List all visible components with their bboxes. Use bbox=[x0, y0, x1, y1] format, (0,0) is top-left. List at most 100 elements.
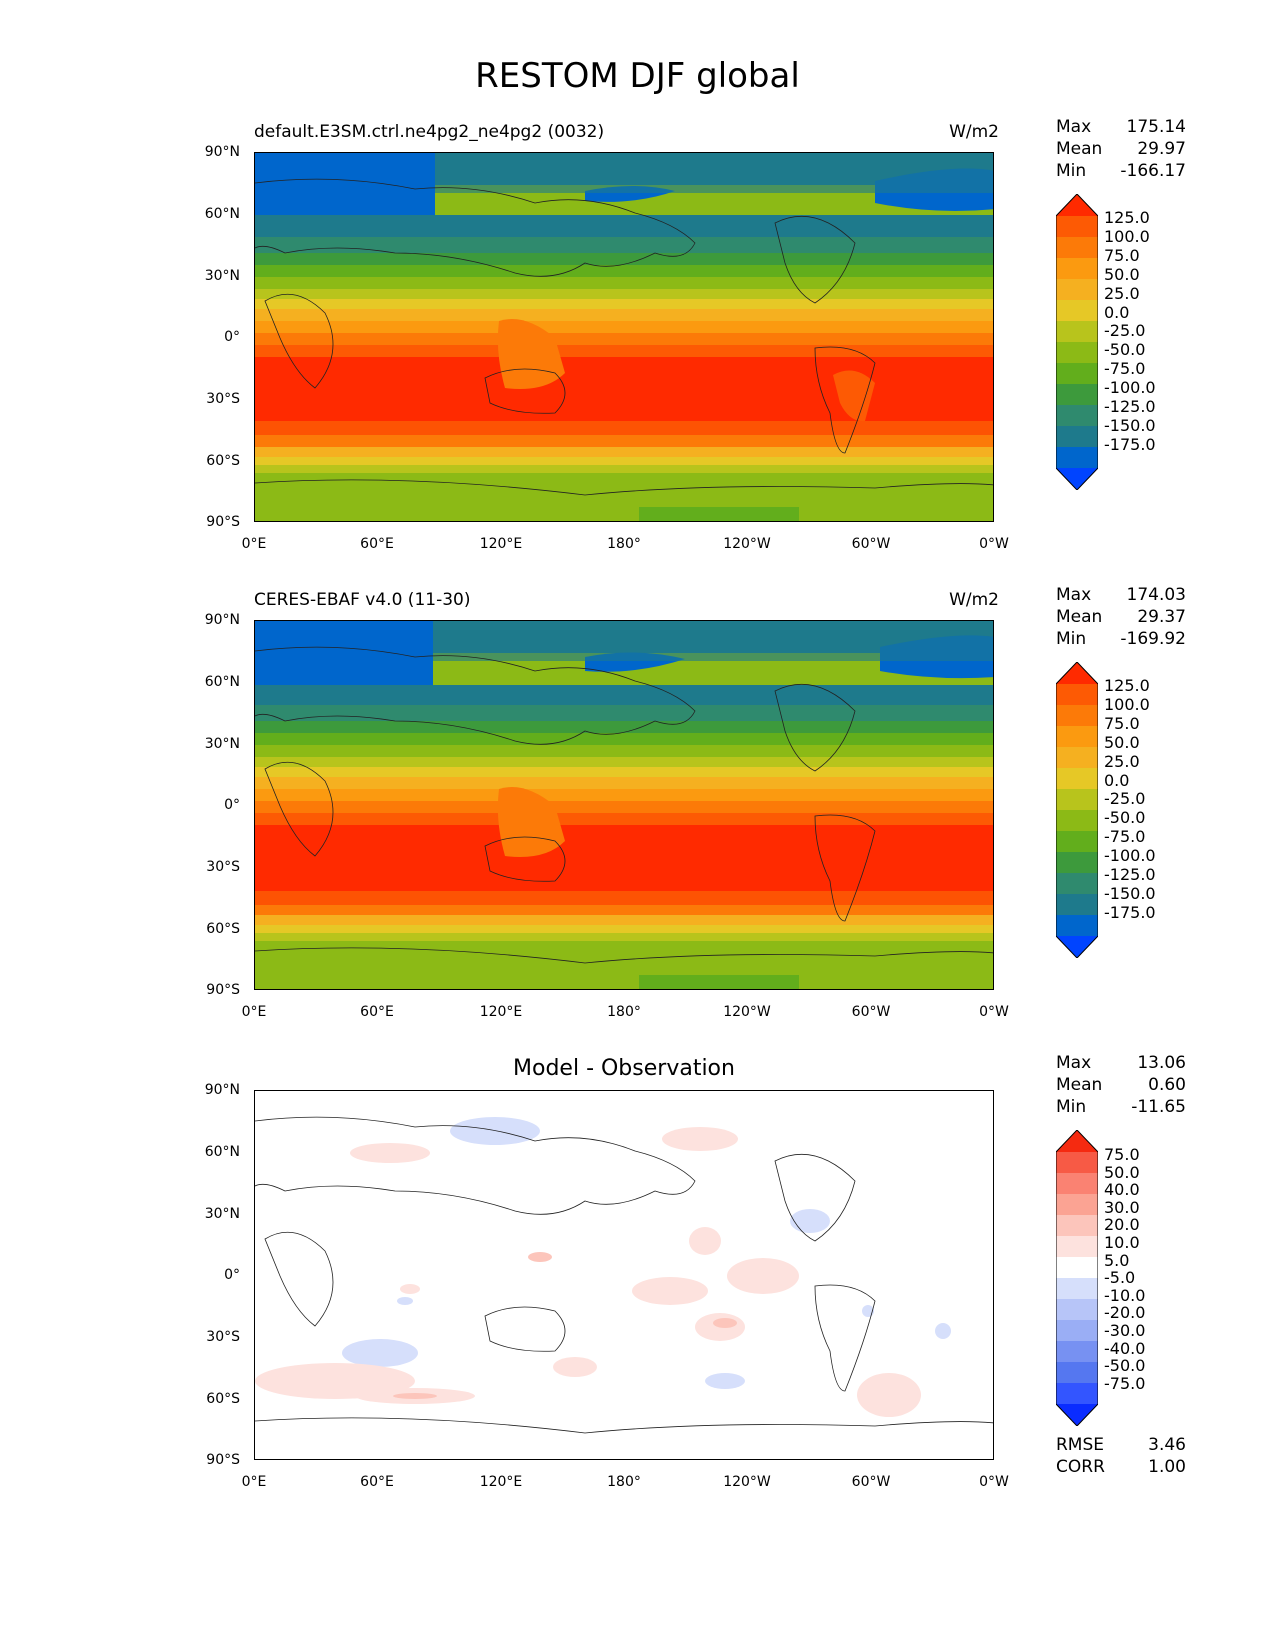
stat-mean: 0.60 bbox=[1148, 1075, 1186, 1095]
colorbar-segment bbox=[1056, 216, 1098, 238]
stat-max: 174.03 bbox=[1126, 585, 1186, 605]
colorbar-segment bbox=[1056, 321, 1098, 343]
colorbar-tick-label: -175.0 bbox=[1104, 434, 1156, 454]
colorbar-tick-label: -175.0 bbox=[1104, 902, 1156, 922]
panel-1-colorbar bbox=[1055, 193, 1099, 494]
stat-min-label: Min bbox=[1056, 161, 1087, 181]
colorbar-extend-min bbox=[1056, 936, 1098, 958]
colorbar-tick-label: 125.0 bbox=[1104, 676, 1150, 695]
colorbar-tick-label: -150.0 bbox=[1104, 883, 1156, 903]
colorbar-segment bbox=[1056, 405, 1098, 427]
colorbar-tick-label: -75.0 bbox=[1104, 1373, 1146, 1393]
colorbar-segment bbox=[1056, 873, 1098, 895]
lat-tick: 60°N bbox=[204, 674, 240, 690]
colorbar-tick-label: -40.0 bbox=[1104, 1338, 1146, 1358]
colorbar-extend-min bbox=[1056, 468, 1098, 490]
colorbar-tick-label: 75.0 bbox=[1104, 1145, 1140, 1164]
colorbar-segment bbox=[1056, 258, 1098, 280]
colorbar-tick-label: -50.0 bbox=[1104, 1356, 1146, 1376]
panel-2-field bbox=[255, 621, 993, 989]
panel-1-stats: Max 175.14 Mean 29.97 Min -166.17 bbox=[1056, 116, 1186, 182]
colorbar-segment bbox=[1056, 852, 1098, 874]
stat-mean-label: Mean bbox=[1056, 139, 1103, 159]
colorbar-tick-label: -5.0 bbox=[1104, 1268, 1136, 1288]
panel-3-field bbox=[255, 1091, 993, 1459]
lat-tick: 60°S bbox=[206, 921, 240, 937]
lat-tick: 90°N bbox=[204, 1082, 240, 1098]
colorbar-tick-label: 20.0 bbox=[1104, 1215, 1140, 1235]
lat-tick: 30°N bbox=[204, 736, 240, 752]
colorbar-segment bbox=[1056, 1173, 1098, 1195]
colorbar-segment bbox=[1056, 1299, 1098, 1321]
colorbar-segment bbox=[1056, 684, 1098, 706]
colorbar-segment bbox=[1056, 426, 1098, 448]
lon-tick: 120°W bbox=[723, 1004, 771, 1020]
corr-label: CORR bbox=[1056, 1457, 1105, 1477]
stat-max: 13.06 bbox=[1137, 1053, 1186, 1073]
lon-tick: 120°E bbox=[479, 1474, 523, 1490]
stat-min-label: Min bbox=[1056, 629, 1087, 649]
lat-tick: 90°N bbox=[204, 144, 240, 160]
colorbar-segment bbox=[1056, 1383, 1098, 1405]
colorbar-segment bbox=[1056, 447, 1098, 469]
lat-tick: 30°S bbox=[206, 859, 240, 875]
lat-tick: 30°S bbox=[206, 1329, 240, 1345]
panel-3-map bbox=[254, 1090, 994, 1460]
stat-min: -11.65 bbox=[1131, 1097, 1186, 1117]
stat-mean: 29.97 bbox=[1137, 139, 1186, 159]
colorbar-extend-max bbox=[1056, 1130, 1098, 1152]
lat-tick: 90°S bbox=[206, 514, 240, 530]
panel-3-colorbar bbox=[1055, 1129, 1099, 1430]
colorbar-tick-label: 40.0 bbox=[1104, 1180, 1140, 1200]
colorbar-tick-label: 0.0 bbox=[1104, 770, 1130, 790]
colorbar-segment bbox=[1056, 1194, 1098, 1216]
colorbar-extend-max bbox=[1056, 662, 1098, 684]
stat-mean-label: Mean bbox=[1056, 1075, 1103, 1095]
colorbar-segment bbox=[1056, 300, 1098, 322]
colorbar-segment bbox=[1056, 1215, 1098, 1237]
panel-1-units: W/m2 bbox=[949, 122, 999, 142]
colorbar-tick-label: 0.0 bbox=[1104, 302, 1130, 322]
colorbar-segment bbox=[1056, 237, 1098, 259]
stat-min: -169.92 bbox=[1120, 629, 1186, 649]
lon-tick: 120°W bbox=[723, 1474, 771, 1490]
lon-tick: 60°W bbox=[851, 1004, 891, 1020]
colorbar-segment bbox=[1056, 705, 1098, 727]
colorbar-tick-label: -30.0 bbox=[1104, 1321, 1146, 1340]
lon-tick: 60°E bbox=[360, 1004, 394, 1020]
panel-2-colorbar bbox=[1055, 661, 1099, 962]
colorbar-segment bbox=[1056, 384, 1098, 406]
stat-max-label: Max bbox=[1056, 1053, 1092, 1073]
colorbar-tick-label: 50.0 bbox=[1104, 1162, 1140, 1182]
colorbar-tick-label: -125.0 bbox=[1104, 865, 1156, 884]
panel-1-map bbox=[254, 152, 994, 522]
lon-tick: 180° bbox=[607, 1474, 641, 1490]
lat-tick: 60°S bbox=[206, 1391, 240, 1407]
colorbar-tick-label: 75.0 bbox=[1104, 245, 1140, 265]
colorbar-tick-label: -100.0 bbox=[1104, 846, 1156, 866]
lat-tick: 0° bbox=[224, 1267, 240, 1283]
lon-tick: 60°W bbox=[851, 536, 891, 552]
stat-min-label: Min bbox=[1056, 1097, 1087, 1117]
panel-3-metrics: RMSE 3.46 CORR 1.00 bbox=[1056, 1434, 1186, 1478]
colorbar-segment bbox=[1056, 1278, 1098, 1300]
colorbar-tick-label: 100.0 bbox=[1104, 694, 1150, 714]
lat-tick: 60°N bbox=[204, 1144, 240, 1160]
lat-tick: 60°S bbox=[206, 453, 240, 469]
lon-tick: 120°W bbox=[723, 536, 771, 552]
colorbar-segment bbox=[1056, 810, 1098, 832]
lon-tick: 180° bbox=[607, 1004, 641, 1020]
colorbar-segment bbox=[1056, 1341, 1098, 1363]
lat-tick: 90°S bbox=[206, 1452, 240, 1468]
colorbar-segment bbox=[1056, 363, 1098, 385]
colorbar-tick-label: -75.0 bbox=[1104, 827, 1146, 847]
colorbar-segment bbox=[1056, 279, 1098, 301]
stat-mean: 29.37 bbox=[1137, 607, 1186, 627]
corr-value: 1.00 bbox=[1148, 1457, 1186, 1477]
lat-tick: 30°S bbox=[206, 391, 240, 407]
lon-tick: 0°E bbox=[241, 1474, 267, 1490]
colorbar-extend-min bbox=[1056, 1404, 1098, 1426]
panel-1-field bbox=[255, 153, 993, 521]
colorbar-tick-label: 100.0 bbox=[1104, 226, 1150, 246]
lon-tick: 120°E bbox=[479, 536, 523, 552]
